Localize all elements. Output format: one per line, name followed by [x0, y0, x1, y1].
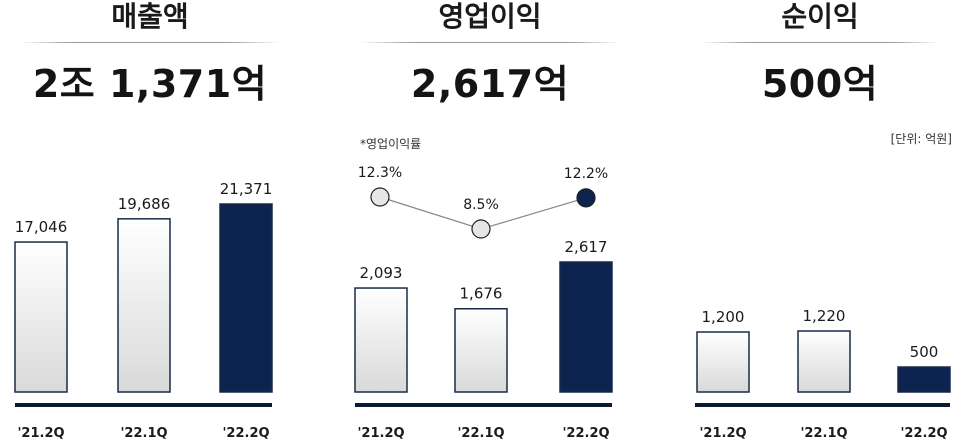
net-income-title-divider: [700, 42, 940, 43]
operating-profit-category-label-2: '22.2Q: [562, 426, 609, 441]
operating-profit-total: 2,617억: [410, 62, 570, 106]
sales-value-label-1: 19,686: [118, 195, 171, 213]
operating-margin-label-1: 8.5%: [463, 197, 499, 213]
net-income-bar-1: [797, 330, 851, 393]
operating-profit-title: 영업이익: [438, 0, 542, 33]
sales-bar-2: [219, 203, 273, 393]
operating-margin-point-2: [576, 188, 596, 208]
sales-category-label-2: '22.2Q: [222, 426, 269, 441]
net-income-category-label-1: '22.1Q: [800, 426, 847, 441]
operating-margin-label-2: 12.2%: [564, 166, 608, 182]
operating-profit-title-divider: [360, 42, 620, 43]
sales-total: 2조 1,371억: [32, 62, 268, 106]
sales-value-label-2: 21,371: [220, 180, 273, 198]
net-income-bar-chart: 1,200 '21.2Q 1,220 '22.1Q 500 '22.2Q: [695, 307, 951, 441]
unit-label: [단위: 억원]: [890, 132, 952, 146]
sales-title-divider: [20, 42, 280, 43]
sales-panel: 매출액 2조 1,371억 17,046 '21.2Q 19,686 '22.1Q 21…: [0, 0, 300, 447]
sales-value-label-0: 17,046: [15, 218, 68, 236]
operating-profit-value-label-1: 1,676: [460, 285, 503, 303]
sales-baseline: [15, 403, 272, 407]
operating-profit-panel: 영업이익 2,617억 *영업이익률 2,093 '21.2Q 1,676 '22.1…: [340, 0, 640, 447]
net-income-value-label-1: 1,220: [803, 307, 846, 325]
net-income-category-label-2: '22.2Q: [900, 426, 947, 441]
net-income-total: 500억: [761, 62, 879, 106]
operating-profit-category-label-0: '21.2Q: [357, 426, 404, 441]
sales-title: 매출액: [111, 0, 189, 33]
operating-profit-value-label-2: 2,617: [565, 238, 608, 256]
operating-margin-point-1: [471, 219, 491, 239]
sales-category-label-1: '22.1Q: [120, 426, 167, 441]
net-income-value-label-2: 500: [910, 343, 939, 361]
net-income-title: 순이익: [781, 0, 859, 33]
net-income-bar-0: [696, 331, 750, 393]
operating-profit-bar-0: [354, 287, 408, 393]
operating-profit-value-label-0: 2,093: [360, 264, 403, 282]
sales-bar-chart: 17,046 '21.2Q 19,686 '22.1Q 21,371 '22.2Q: [14, 180, 273, 441]
operating-profit-baseline: [355, 403, 612, 407]
net-income-category-label-0: '21.2Q: [699, 426, 746, 441]
operating-margin-point-0: [370, 187, 390, 207]
operating-profit-bar-1: [454, 307, 508, 393]
operating-margin-label-0: 12.3%: [358, 165, 402, 181]
net-income-value-label-0: 1,200: [702, 308, 745, 326]
net-income-panel: 순이익 500억 [단위: 억원] 1,200 '21.2Q 1,220 '22.1Q…: [680, 0, 960, 447]
sales-category-label-0: '21.2Q: [17, 426, 64, 441]
sales-bar-0: [14, 241, 68, 393]
net-income-bar-2: [897, 366, 951, 393]
operating-profit-bar-2: [559, 261, 613, 393]
sales-bar-1: [117, 218, 171, 393]
operating-margin-note: *영업이익률: [360, 137, 422, 151]
operating-profit-bar-chart: 2,093 '21.2Q 1,676 '22.1Q 2,617 '22.2Q 12.3% 8.…: [354, 165, 613, 441]
operating-profit-category-label-1: '22.1Q: [457, 426, 504, 441]
net-income-baseline: [695, 403, 950, 407]
